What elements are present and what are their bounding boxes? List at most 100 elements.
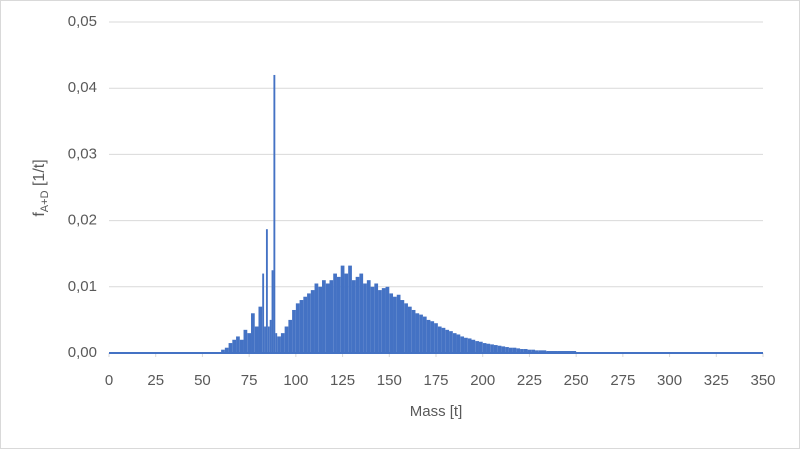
bar <box>329 280 334 353</box>
bar <box>422 316 427 353</box>
bar <box>478 341 483 353</box>
bar <box>441 327 446 353</box>
bar <box>490 344 494 353</box>
y-tick-label: 0,05 <box>68 13 97 30</box>
bar <box>508 347 513 353</box>
bar <box>322 280 326 353</box>
y-tick-label: 0,00 <box>68 344 97 361</box>
bar <box>262 273 265 353</box>
bar <box>264 326 266 353</box>
x-tick-label: 75 <box>241 372 258 389</box>
bar <box>471 339 476 353</box>
bar <box>336 276 341 353</box>
bar <box>475 341 479 353</box>
bar <box>221 349 225 353</box>
bar <box>393 296 397 353</box>
bar <box>378 290 382 353</box>
bar <box>273 74 276 354</box>
bar <box>407 306 412 353</box>
bar <box>288 319 293 353</box>
bar <box>449 331 453 353</box>
bar <box>224 347 229 353</box>
x-tick-label: 125 <box>330 372 355 389</box>
bar <box>404 303 408 353</box>
bar <box>275 333 278 353</box>
bar <box>251 313 255 353</box>
x-tick-label: 350 <box>750 372 775 389</box>
y-tick-label: 0,02 <box>68 212 97 229</box>
bar <box>493 345 498 353</box>
bar <box>419 314 423 353</box>
bar <box>344 273 349 353</box>
bar <box>385 286 390 353</box>
bar <box>228 343 233 353</box>
x-tick-label: 150 <box>377 372 402 389</box>
x-tick-label: 325 <box>704 372 729 389</box>
bar <box>307 293 311 353</box>
bar <box>523 349 528 353</box>
bar <box>299 300 304 353</box>
x-tick-label: 25 <box>147 372 164 389</box>
x-tick-label: 250 <box>564 372 589 389</box>
bar <box>295 303 300 353</box>
bar <box>396 294 401 353</box>
bar <box>538 350 547 353</box>
y-axis-title-sub: A+D <box>39 190 51 212</box>
y-tick-label: 0,03 <box>68 145 97 162</box>
bar <box>486 343 491 353</box>
bar <box>236 336 240 353</box>
bar <box>325 283 330 353</box>
y-axis-title-unit: [1/t] <box>31 159 48 190</box>
bar <box>265 229 268 353</box>
bar <box>434 323 438 353</box>
bar <box>366 280 371 353</box>
bar <box>292 309 296 353</box>
x-tick-label: 275 <box>610 372 635 389</box>
bar <box>243 329 248 353</box>
y-axis-title: fA+D [1/t] <box>31 159 51 216</box>
bar <box>247 333 252 353</box>
bar <box>314 283 319 353</box>
bar <box>370 286 375 353</box>
bar <box>467 338 472 353</box>
bar <box>381 288 386 353</box>
bar <box>437 326 442 353</box>
bar <box>284 326 289 353</box>
bar <box>333 273 337 353</box>
bar <box>267 326 270 353</box>
bar <box>303 296 308 353</box>
bar <box>482 343 487 353</box>
y-tick-label: 0,04 <box>68 79 97 96</box>
bar <box>348 265 352 353</box>
bar <box>535 350 539 353</box>
bar <box>363 283 367 353</box>
x-tick-label: 100 <box>283 372 308 389</box>
x-axis-title: Mass [t] <box>410 403 463 420</box>
x-tick-label: 200 <box>470 372 495 389</box>
bar <box>355 276 360 353</box>
bar <box>411 309 416 353</box>
bar <box>271 270 274 353</box>
bar <box>280 333 285 353</box>
bar <box>426 319 431 353</box>
bar <box>516 348 521 353</box>
bar <box>456 334 461 353</box>
bar <box>351 280 356 353</box>
bar <box>318 286 323 353</box>
bar <box>460 336 465 353</box>
bar <box>497 345 502 353</box>
bar <box>232 339 237 353</box>
bar <box>269 319 272 353</box>
bar <box>464 337 468 353</box>
bar <box>505 347 509 353</box>
bar <box>258 306 263 353</box>
bar <box>359 273 364 353</box>
x-tick-label: 0 <box>105 372 113 389</box>
bar <box>239 339 244 353</box>
x-tick-label: 225 <box>517 372 542 389</box>
bar <box>415 313 420 353</box>
bar <box>512 347 517 353</box>
bar <box>527 349 532 353</box>
